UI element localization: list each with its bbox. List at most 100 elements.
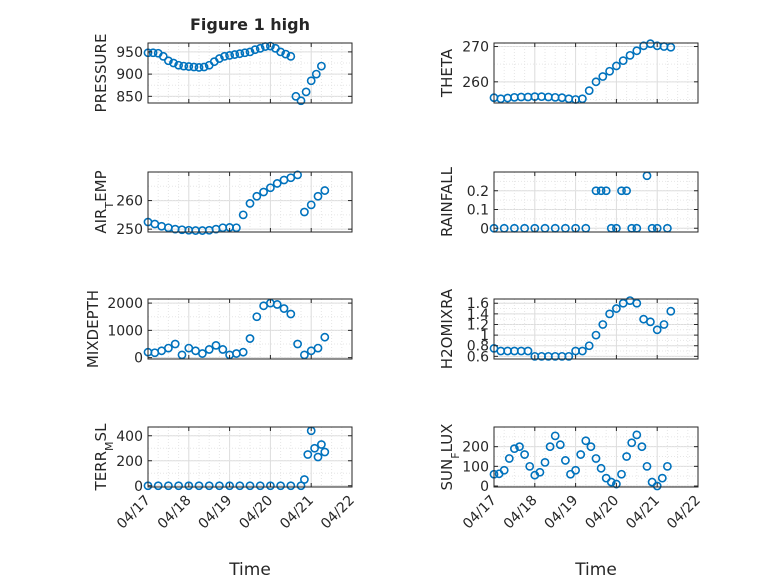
- data-point: [617, 469, 626, 479]
- data-series: [143, 41, 326, 106]
- y-axis-label: THETA: [438, 48, 456, 98]
- data-point: [286, 481, 296, 491]
- data-point: [320, 332, 330, 342]
- axes-box: [493, 171, 699, 233]
- y-tick-label: 2000: [107, 296, 143, 312]
- data-point: [194, 481, 204, 491]
- data-point: [591, 77, 601, 87]
- data-point: [591, 330, 601, 340]
- data-point: [163, 481, 173, 491]
- data-point: [276, 481, 285, 491]
- x-tick-label: 04/19: [542, 493, 582, 533]
- data-point: [617, 186, 626, 196]
- data-point: [235, 49, 245, 59]
- data-point: [561, 456, 570, 465]
- data-point: [612, 61, 621, 71]
- data-point: [293, 339, 302, 349]
- data-point: [578, 94, 587, 104]
- data-point: [299, 207, 309, 217]
- data-point: [252, 312, 262, 322]
- data-point: [306, 200, 316, 210]
- data-series: [143, 170, 330, 235]
- axes-box: [493, 426, 699, 488]
- data-point: [618, 56, 628, 66]
- x-axis-label: Time: [228, 560, 271, 580]
- y-axis-label: TERRMSL: [92, 423, 116, 492]
- y-tick-label: 250: [116, 222, 143, 238]
- data-point: [578, 346, 587, 356]
- data-point: [255, 43, 265, 53]
- data-point: [230, 50, 240, 59]
- x-tick-label: 04/18: [501, 493, 541, 533]
- data-point: [499, 465, 509, 475]
- y-tick-label: 260: [462, 75, 489, 91]
- data-point: [214, 481, 224, 491]
- data-point: [245, 481, 255, 491]
- panel-theta: 260 270 THETA: [438, 39, 699, 104]
- data-point: [320, 447, 330, 457]
- panel-pressure: 850 900 950 PRESSURE Figure 1 high: [92, 15, 353, 112]
- data-point: [225, 481, 234, 491]
- data-point: [646, 317, 655, 327]
- data-point: [659, 320, 669, 329]
- data-point: [622, 186, 631, 196]
- data-point: [520, 450, 529, 459]
- data-point: [204, 481, 214, 491]
- data-point: [231, 223, 241, 233]
- y-tick-label: 100: [462, 459, 489, 475]
- x-tick-label: 04/22: [664, 493, 704, 533]
- data-point: [281, 49, 291, 59]
- x-tick-label: 04/20: [582, 493, 622, 533]
- data-point: [555, 440, 565, 450]
- data-point: [184, 481, 194, 491]
- data-point: [296, 96, 306, 106]
- data-point: [586, 442, 596, 452]
- y-tick-label: 0: [480, 479, 489, 495]
- data-point: [184, 62, 194, 71]
- data-point: [163, 343, 173, 353]
- data-point: [637, 442, 647, 452]
- y-tick-label: 1.2: [467, 317, 489, 333]
- x-tick-label: 04/19: [196, 493, 236, 533]
- data-point: [584, 341, 594, 351]
- data-point: [313, 452, 323, 462]
- chart-title: Figure 1 high: [190, 15, 310, 34]
- axes-box: [147, 298, 353, 360]
- data-point: [550, 431, 560, 441]
- data-point: [591, 186, 601, 196]
- data-point: [642, 461, 652, 471]
- data-point: [598, 72, 608, 81]
- x-tick-label: 04/21: [277, 493, 317, 533]
- data-series: [143, 298, 330, 360]
- y-tick-label: 0.2: [467, 184, 489, 200]
- x-tick-label: 04/22: [318, 493, 358, 533]
- data-point: [252, 191, 262, 201]
- data-point: [316, 61, 326, 71]
- y-tick-label: 1: [480, 328, 489, 344]
- data-point: [564, 351, 574, 361]
- data-point: [632, 430, 642, 440]
- data-point: [525, 461, 535, 471]
- data-point: [313, 191, 323, 201]
- y-axis-label: MIXDEPTH: [84, 290, 102, 368]
- data-point: [540, 458, 550, 467]
- data-point: [276, 47, 285, 57]
- data-point: [255, 481, 265, 491]
- data-point: [601, 186, 611, 196]
- data-point: [605, 66, 614, 76]
- data-point: [169, 58, 178, 68]
- panel-h2omixra: 0.60.811.21.41.6 H2OMIXRA: [438, 288, 699, 369]
- x-tick-label: 04/21: [623, 493, 663, 533]
- data-point: [291, 91, 301, 101]
- data-series: [489, 430, 672, 491]
- data-point: [652, 481, 662, 491]
- data-point: [245, 199, 255, 208]
- y-axis-label: SUNFLUX: [438, 424, 462, 491]
- y-tick-label: 1.4: [467, 307, 489, 323]
- data-point: [279, 304, 289, 313]
- axes-box: [493, 42, 699, 104]
- data-point: [657, 473, 667, 483]
- x-tick-label: 04/20: [236, 493, 276, 533]
